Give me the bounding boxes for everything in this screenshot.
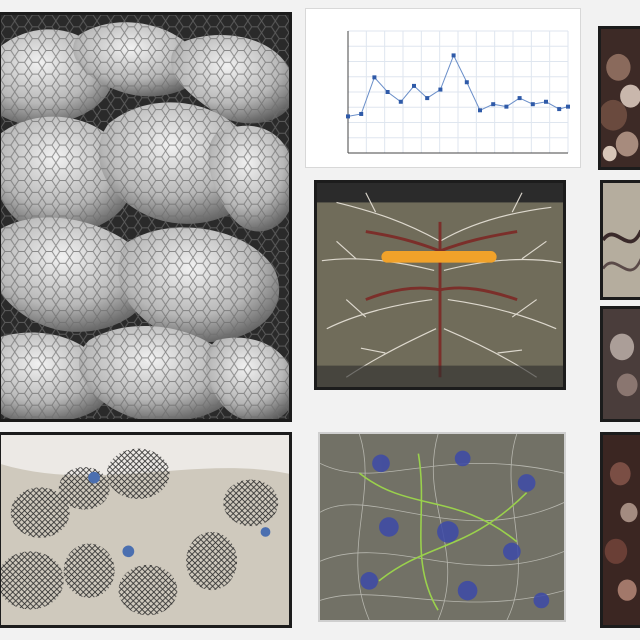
- tissue-macro-panel: [0, 12, 292, 422]
- data-point: [557, 107, 562, 112]
- tissue-image: [603, 183, 640, 297]
- neuron-network-image: [320, 434, 564, 620]
- data-point: [566, 104, 570, 109]
- data-point: [464, 80, 469, 85]
- data-point: [372, 75, 377, 80]
- tissue-bottom-right-panel: [600, 432, 640, 628]
- data-point: [517, 96, 522, 101]
- data-point: [504, 104, 509, 109]
- data-point: [491, 102, 496, 107]
- data-point: [359, 111, 364, 116]
- neural-network-specimen-panel: [318, 432, 566, 622]
- data-point: [412, 83, 416, 88]
- data-point: [385, 90, 390, 94]
- data-point: [478, 108, 482, 113]
- data-point: [425, 96, 430, 101]
- tissue-closeup-top-right-panel: [598, 26, 640, 170]
- honeycomb-tissue-image: [1, 15, 289, 419]
- data-point: [530, 102, 535, 107]
- specimen-right-lower-panel: [600, 306, 640, 422]
- brown-tissue-image: [601, 29, 640, 167]
- tissue-image: [603, 309, 640, 419]
- chart-plot: [346, 30, 570, 154]
- specimen-right-middle-panel: [600, 180, 640, 300]
- data-point: [398, 99, 403, 104]
- series-line: [347, 54, 569, 117]
- data-point: [438, 87, 443, 92]
- data-point: [346, 114, 350, 119]
- data-point: [544, 99, 548, 104]
- dendritic-specimen-image: [317, 183, 563, 387]
- line-chart-panel: [305, 8, 581, 168]
- mesh-structure-panel: [0, 432, 292, 628]
- brown-tissue-image: [603, 435, 640, 625]
- data-point: [451, 53, 456, 58]
- mesh-cell-image: [1, 435, 289, 625]
- branching-specimen-panel: [314, 180, 566, 390]
